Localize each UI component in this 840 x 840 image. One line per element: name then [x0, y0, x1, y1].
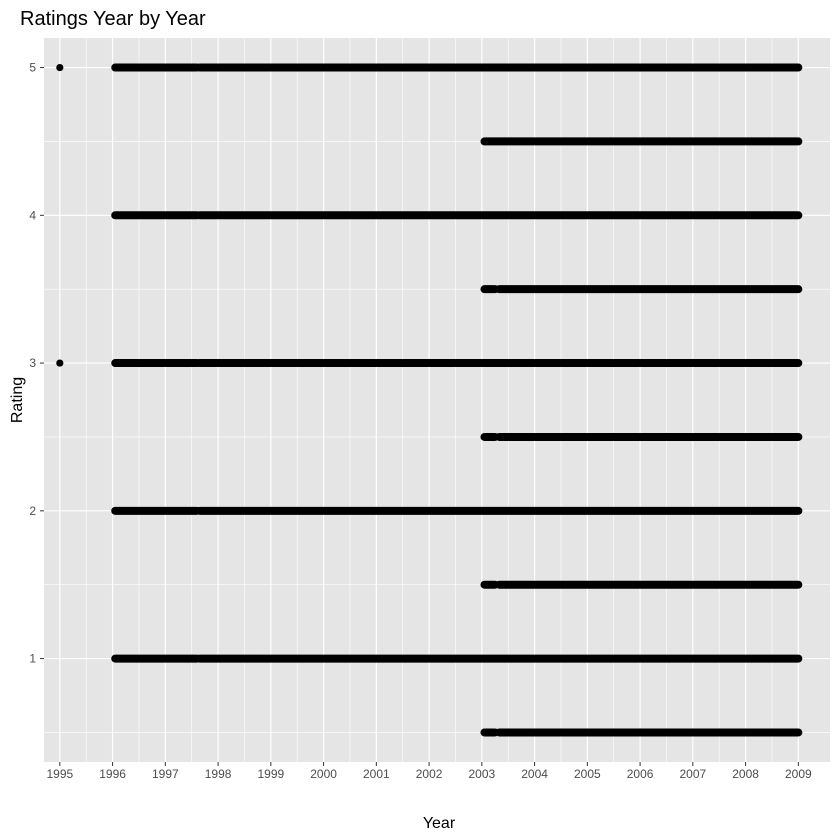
x-tick-label: 2002	[416, 767, 443, 781]
x-tick-label: 1999	[257, 767, 284, 781]
x-tick-label: 2009	[785, 767, 812, 781]
y-axis: 1 2 3 4 5	[29, 61, 44, 666]
x-tick-label: 2005	[574, 767, 601, 781]
x-tick-label: 2008	[732, 767, 759, 781]
x-tick-label: 2004	[521, 767, 548, 781]
y-axis-title: Rating	[9, 377, 26, 423]
chart-title: Ratings Year by Year	[20, 8, 206, 30]
x-tick-label: 2003	[468, 767, 495, 781]
data-points	[56, 63, 803, 737]
x-tick-label: 2007	[679, 767, 706, 781]
y-tick-label: 1	[29, 652, 36, 666]
x-tick-label: 2001	[363, 767, 390, 781]
x-tick-label: 1995	[46, 767, 73, 781]
data-point	[56, 359, 64, 367]
x-tick-label: 1996	[99, 767, 126, 781]
x-axis: 1995 1996 1997 1998 1999 2000 2001 2002 2003 2004…	[46, 762, 812, 781]
y-tick-label: 4	[29, 208, 36, 222]
y-tick-label: 2	[29, 504, 36, 518]
x-tick-label: 2000	[310, 767, 337, 781]
plot-panel	[44, 38, 830, 762]
x-tick-label: 1998	[205, 767, 232, 781]
y-tick-label: 5	[29, 61, 36, 75]
data-point	[56, 63, 64, 72]
y-tick-label: 3	[29, 356, 36, 370]
x-axis-title: Year	[423, 815, 456, 832]
x-tick-label: 2006	[627, 767, 654, 781]
grid-minor	[44, 38, 830, 762]
x-tick-label: 1997	[152, 767, 179, 781]
